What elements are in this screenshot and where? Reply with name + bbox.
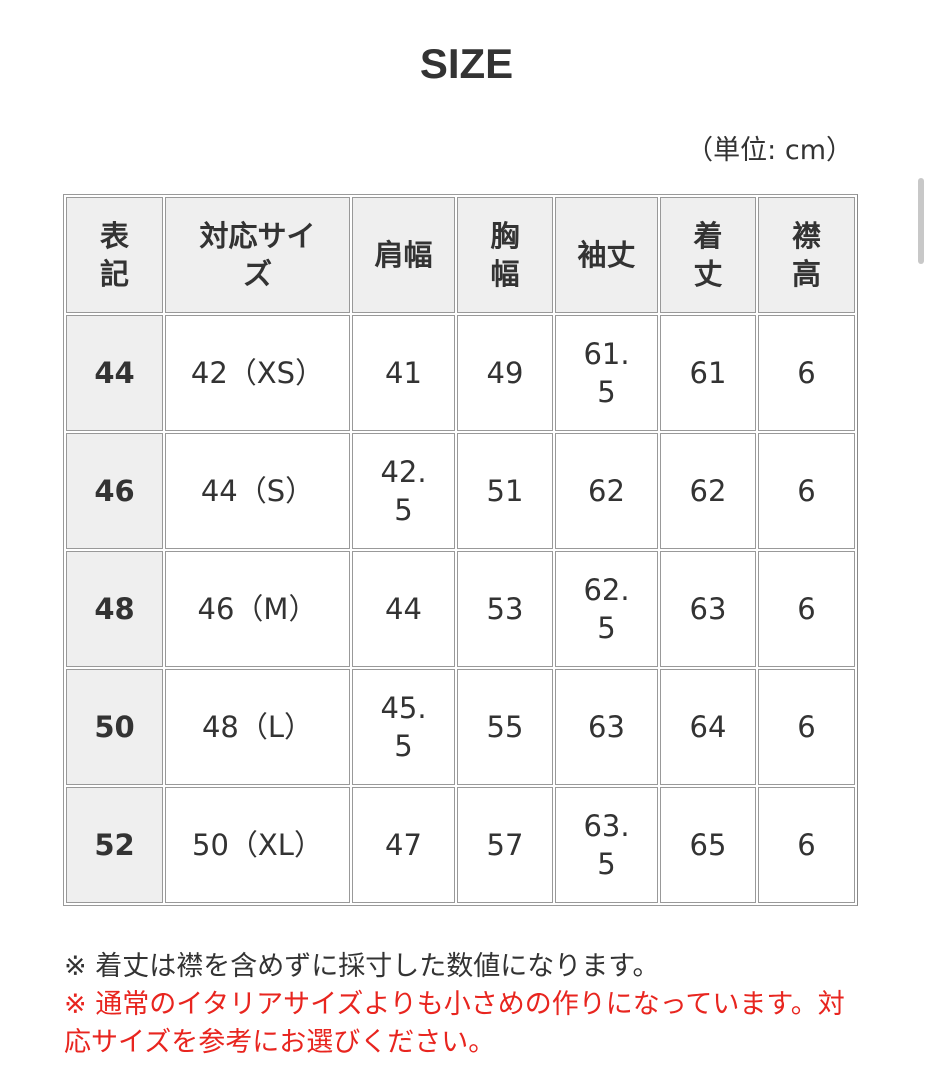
cell-chest: 51 <box>457 433 553 549</box>
unit-label: （単位: cm） <box>686 135 853 166</box>
cell-length: 61 <box>660 315 756 431</box>
table-row: 44 42（XS） 41 49 61.5 61 6 <box>66 315 855 431</box>
cell-label: 48 <box>66 551 163 667</box>
cell-label: 46 <box>66 433 163 549</box>
cell-shoulder: 47 <box>352 787 455 903</box>
header-chest: 胸幅 <box>457 197 553 313</box>
size-table: 表記 対応サイズ 肩幅 胸幅 袖丈 着丈 襟高 44 42（XS） 41 49 61.5… <box>63 194 858 906</box>
cell-chest: 53 <box>457 551 553 667</box>
cell-shoulder: 41 <box>352 315 455 431</box>
scrollbar[interactable] <box>918 178 924 264</box>
cell-size: 42（XS） <box>165 315 350 431</box>
cell-sleeve: 61.5 <box>555 315 658 431</box>
table-row: 52 50（XL） 47 57 63.5 65 6 <box>66 787 855 903</box>
cell-sleeve: 63 <box>555 669 658 785</box>
table-header-row: 表記 対応サイズ 肩幅 胸幅 袖丈 着丈 襟高 <box>66 197 855 313</box>
table-row: 48 46（M） 44 53 62.5 63 6 <box>66 551 855 667</box>
cell-sleeve: 62 <box>555 433 658 549</box>
cell-shoulder: 45.5 <box>352 669 455 785</box>
cell-chest: 49 <box>457 315 553 431</box>
cell-collar: 6 <box>758 315 855 431</box>
note-sizing-warning: ※ 通常のイタリアサイズよりも小さめの作りになっています。対応サイズを参考にお選… <box>64 989 845 1058</box>
cell-length: 64 <box>660 669 756 785</box>
cell-collar: 6 <box>758 551 855 667</box>
cell-chest: 57 <box>457 787 553 903</box>
cell-collar: 6 <box>758 669 855 785</box>
notes: ※ 着丈は襟を含めずに採寸した数値になります。 ※ 通常のイタリアサイズよりも小… <box>64 948 864 1062</box>
header-sleeve: 袖丈 <box>555 197 658 313</box>
header-size: 対応サイズ <box>165 197 350 313</box>
cell-collar: 6 <box>758 787 855 903</box>
page-title: SIZE <box>419 40 514 87</box>
cell-label: 50 <box>66 669 163 785</box>
cell-size: 44（S） <box>165 433 350 549</box>
cell-length: 62 <box>660 433 756 549</box>
cell-size: 46（M） <box>165 551 350 667</box>
cell-length: 65 <box>660 787 756 903</box>
cell-collar: 6 <box>758 433 855 549</box>
table-row: 46 44（S） 42.5 51 62 62 6 <box>66 433 855 549</box>
note-measurement: ※ 着丈は襟を含めずに採寸した数値になります。 <box>64 951 660 982</box>
header-hyoki: 表記 <box>66 197 163 313</box>
header-length: 着丈 <box>660 197 756 313</box>
cell-label: 52 <box>66 787 163 903</box>
cell-label: 44 <box>66 315 163 431</box>
cell-size: 48（L） <box>165 669 350 785</box>
cell-chest: 55 <box>457 669 553 785</box>
header-collar: 襟高 <box>758 197 855 313</box>
cell-shoulder: 42.5 <box>352 433 455 549</box>
cell-shoulder: 44 <box>352 551 455 667</box>
cell-length: 63 <box>660 551 756 667</box>
table-row: 50 48（L） 45.5 55 63 64 6 <box>66 669 855 785</box>
cell-size: 50（XL） <box>165 787 350 903</box>
cell-sleeve: 62.5 <box>555 551 658 667</box>
header-shoulder: 肩幅 <box>352 197 455 313</box>
cell-sleeve: 63.5 <box>555 787 658 903</box>
